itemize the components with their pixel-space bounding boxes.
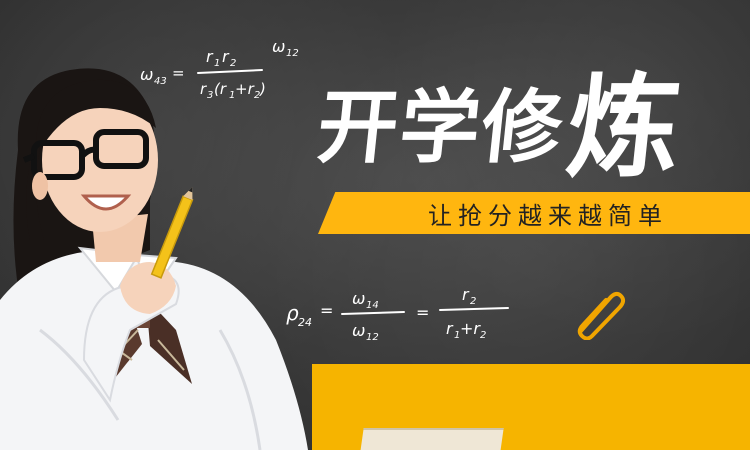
- svg-text:=: =: [416, 303, 429, 322]
- headline-accent: 炼: [561, 63, 687, 193]
- headline: 开学修 炼: [312, 63, 687, 193]
- book: [360, 428, 504, 450]
- formula-omega43: ω 43 = r 1 r 2 r 3 (r 1 +r 2 ) ω 12: [140, 34, 330, 104]
- student-illustration: [0, 68, 308, 450]
- svg-text:): ): [259, 80, 266, 98]
- svg-text:+r: +r: [460, 319, 481, 338]
- svg-text:ω: ω: [272, 37, 285, 56]
- svg-text:ω: ω: [352, 289, 365, 308]
- svg-text:1: 1: [454, 330, 460, 341]
- formula-i24: ρ 24 = ω 14 ω 12 = r 2 r 1 +r 2: [286, 276, 546, 346]
- svg-text:+r: +r: [235, 80, 255, 98]
- svg-text:3: 3: [207, 90, 213, 101]
- svg-text:14: 14: [366, 300, 379, 311]
- svg-text:=: =: [172, 64, 185, 82]
- svg-text:12: 12: [286, 48, 299, 59]
- tagline: 让抢分越来越简单: [428, 201, 668, 230]
- svg-text:24: 24: [298, 316, 312, 329]
- svg-text:2: 2: [254, 90, 260, 101]
- svg-text:43: 43: [154, 76, 167, 87]
- svg-text:r: r: [200, 80, 207, 98]
- svg-text:=: =: [320, 301, 333, 320]
- svg-text:1: 1: [214, 58, 220, 69]
- paperclip-icon: [572, 288, 626, 344]
- tagline-ribbon: 让抢分越来越简单: [318, 192, 750, 234]
- svg-text:(r: (r: [214, 80, 227, 98]
- svg-text:r: r: [446, 319, 454, 338]
- svg-text:r: r: [462, 285, 470, 304]
- svg-text:12: 12: [366, 332, 379, 343]
- svg-text:2: 2: [230, 58, 236, 69]
- svg-text:r: r: [206, 47, 214, 66]
- svg-text:ρ: ρ: [286, 301, 299, 325]
- svg-text:1: 1: [229, 90, 235, 101]
- svg-text:ω: ω: [352, 321, 365, 340]
- svg-text:r: r: [222, 47, 230, 66]
- svg-text:ω: ω: [140, 65, 153, 84]
- svg-text:2: 2: [480, 330, 486, 341]
- svg-text:2: 2: [470, 296, 476, 307]
